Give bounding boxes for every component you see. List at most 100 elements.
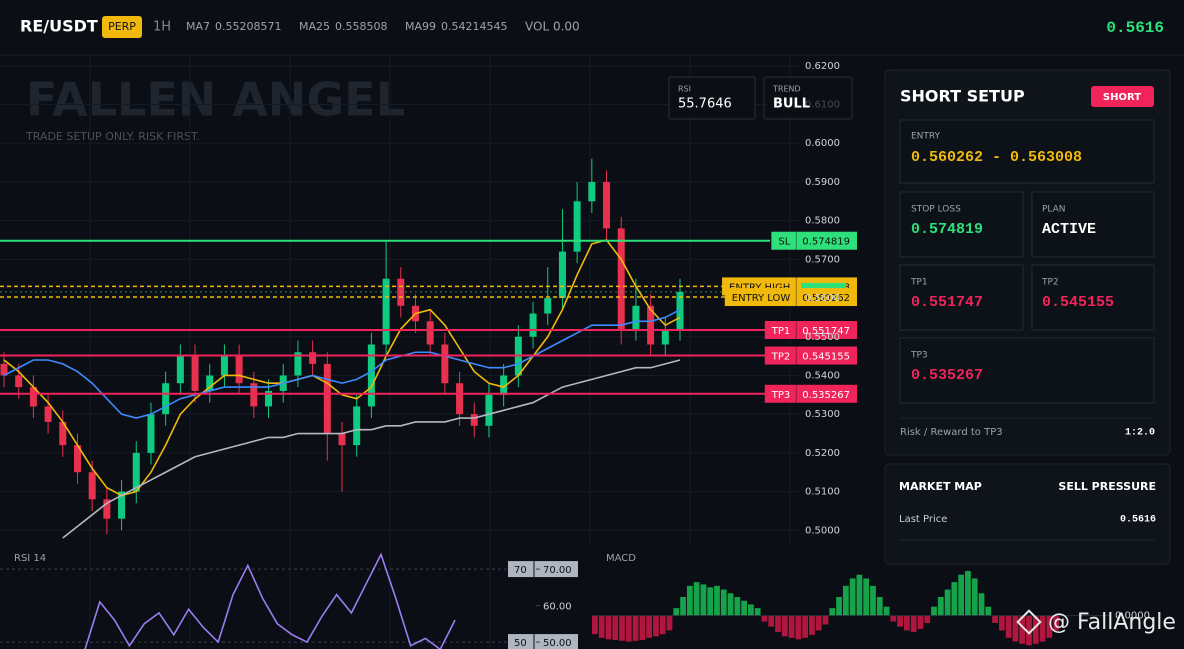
candle-body (294, 352, 302, 376)
macd-bar (646, 615, 653, 638)
candle-body (588, 181, 596, 202)
macd-bar (917, 615, 924, 629)
macd-bar (761, 615, 768, 622)
macd-bar (707, 587, 714, 616)
macd-bar (754, 608, 761, 616)
macd-bar (876, 597, 883, 616)
y-tick-label: 0.5500 (805, 332, 840, 343)
macd-bar (890, 615, 897, 622)
candle-body (441, 344, 449, 384)
candle-body (220, 356, 228, 376)
watermark: @ FallAngle (1048, 610, 1176, 635)
rsi-level-value: 70 (514, 565, 527, 576)
macd-bar (904, 615, 910, 631)
candle-body (132, 452, 140, 492)
y-tick-label: 0.5200 (805, 448, 840, 459)
macd-bar (822, 615, 829, 625)
rsi-box (668, 76, 756, 120)
rsi-level-value: 50 (514, 638, 527, 649)
macd-bar (775, 615, 781, 632)
macd-bar (992, 615, 998, 623)
macd-bar (748, 604, 754, 616)
y-tick-label: 0.5700 (805, 254, 840, 265)
candle-body (88, 472, 96, 500)
y-tick-label: 0.0000 (1115, 611, 1150, 622)
candle-body (118, 491, 126, 519)
macd-bar (863, 578, 870, 616)
moving-average (3, 239, 681, 497)
rsi-level-tag (508, 634, 578, 649)
macd-bar (1032, 615, 1039, 644)
perp-text: PERP (108, 20, 136, 33)
macd-bar (612, 615, 619, 641)
candle-body (456, 383, 464, 415)
sl-value: 0.574819 (911, 221, 983, 238)
ma-name: MA25 (299, 20, 330, 33)
level-value: 0.545155 (802, 352, 850, 363)
tp1-label: TP1 (910, 278, 928, 288)
level-tag (764, 384, 857, 403)
tp1-card (899, 264, 1024, 331)
sl-label: STOP LOSS (911, 205, 961, 215)
macd-bar (795, 615, 802, 640)
macd-bar (653, 615, 659, 637)
candle-body (73, 445, 81, 473)
rsi-box-value: 55.7646 (678, 97, 732, 112)
macd-bar (1019, 615, 1026, 644)
macd-bar (937, 597, 944, 616)
y-tick-label: 0.5900 (805, 177, 840, 188)
macd-bar (1026, 615, 1032, 646)
tp3-card (899, 337, 1155, 404)
candle-body (162, 383, 170, 415)
candle-body (235, 356, 243, 384)
macd-bar (741, 600, 747, 616)
macd-bar (931, 606, 937, 616)
candle-body (0, 363, 8, 376)
level-name: SL (778, 237, 790, 248)
level-name: ENTRY HIGH (729, 282, 790, 293)
entry-value: 0.560262 - 0.563008 (911, 149, 1082, 166)
macd-bar (686, 585, 693, 616)
macd-bar (849, 578, 856, 616)
y-tick-label: 0.5600 (805, 293, 840, 304)
ma-value: 0.55208571 (215, 20, 281, 33)
macd-bar (693, 582, 700, 616)
symbol[interactable]: RE/USDT (20, 17, 98, 36)
market-map-title: MARKET MAP (899, 480, 982, 493)
macd-bar (1053, 615, 1059, 631)
candle-body (15, 375, 23, 388)
macd-bar (720, 589, 727, 616)
level-tag (771, 231, 857, 250)
candle-body (176, 356, 184, 384)
candle-body (617, 228, 625, 330)
macd-bar (802, 615, 809, 638)
short-badge-text: SHORT (1103, 92, 1141, 103)
watermark-logo (1016, 609, 1042, 635)
macd-bar (883, 606, 890, 616)
level-tag (764, 346, 857, 365)
level-name: TP3 (771, 390, 791, 401)
macd-bar (598, 615, 605, 638)
plan-label: PLAN (1042, 205, 1066, 215)
candle-body (338, 433, 346, 446)
y-tick-label: 0.5400 (805, 370, 840, 381)
last-price-label: Last Price (899, 514, 947, 525)
candle-body (59, 421, 67, 446)
last-price-value: 0.5616 (1120, 515, 1156, 526)
last-price: 0.5616 (1106, 19, 1164, 37)
level-name: ENTRY LOW (732, 293, 791, 304)
volume: VOL 0.00 (525, 20, 580, 34)
macd-bar (632, 615, 639, 641)
trend-box (763, 76, 853, 120)
short-badge[interactable] (1091, 86, 1154, 107)
interval[interactable]: 1H (153, 20, 171, 35)
trend-box-label: TREND (772, 85, 801, 94)
candle-body (250, 383, 258, 407)
header-bar (0, 0, 1184, 55)
candle-body (309, 352, 317, 364)
y-tick-label: 60.00 (543, 602, 572, 613)
ma-name: MA99 (405, 20, 436, 33)
candle-body (353, 406, 361, 446)
level-name: TP1 (771, 326, 791, 337)
entry-card (899, 119, 1155, 184)
